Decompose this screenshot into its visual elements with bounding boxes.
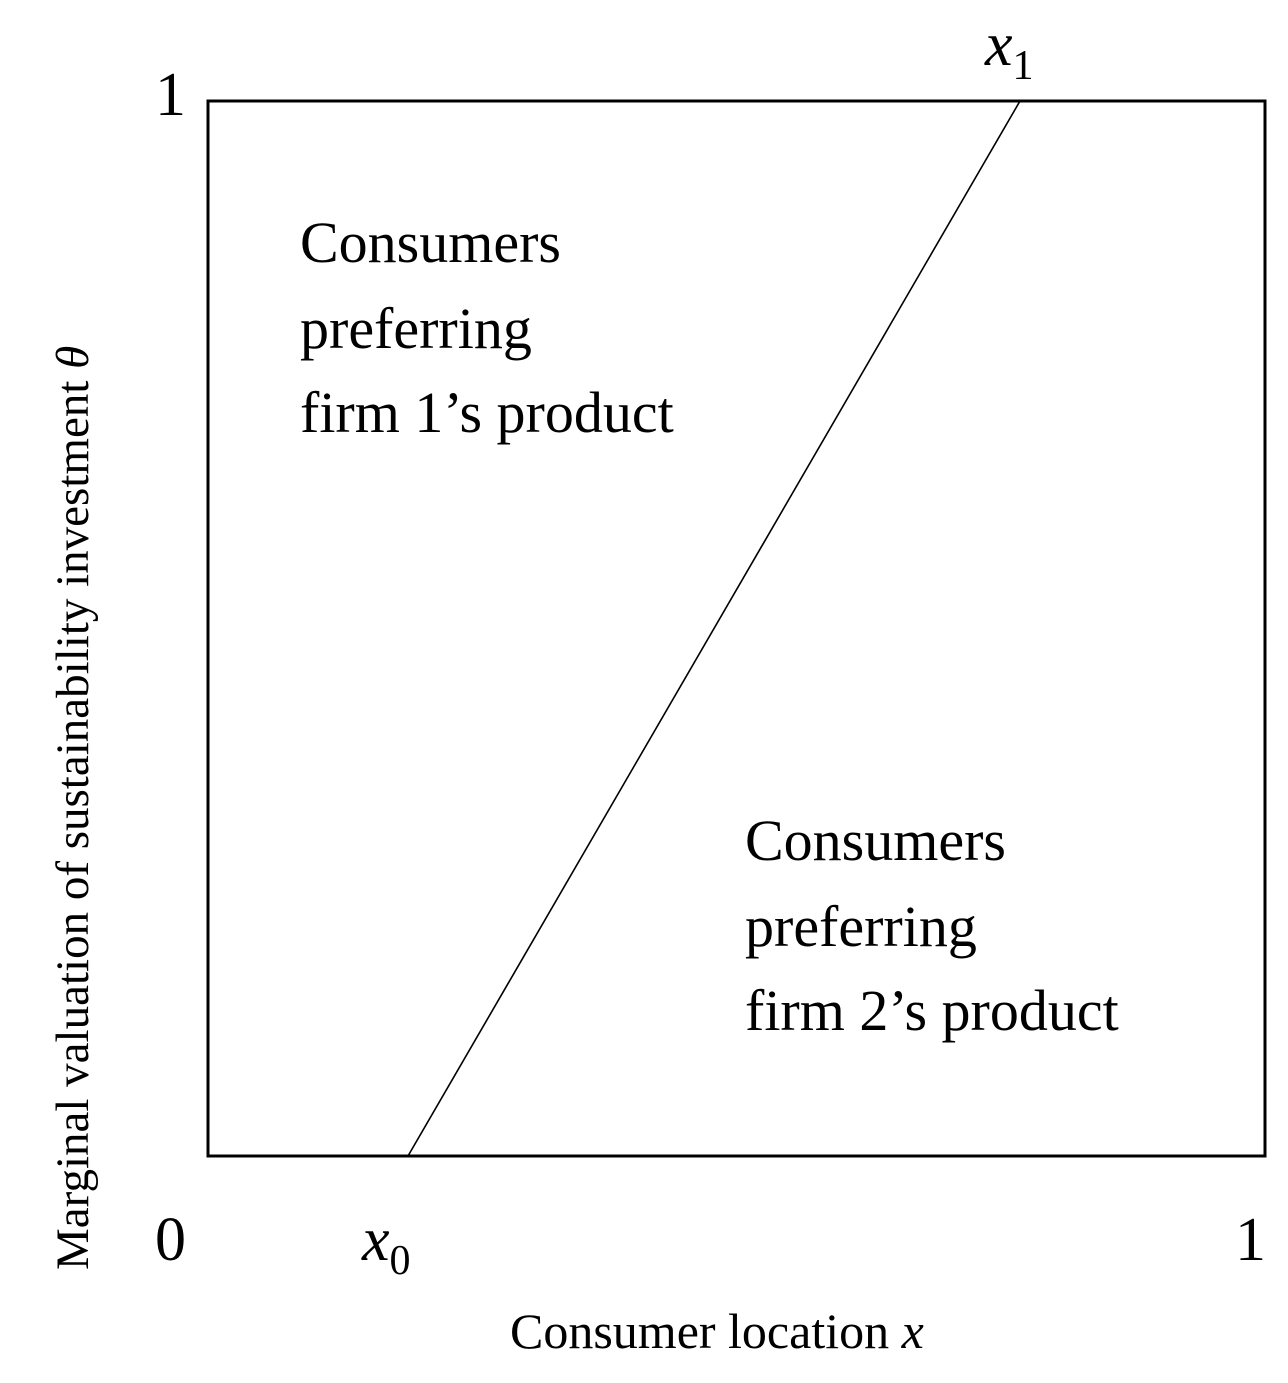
y-axis-label-text: Marginal valuation of sustainability inv… xyxy=(47,381,99,1270)
origin-tick-label: 0 xyxy=(155,1206,186,1274)
x-right-tick-label: 1 xyxy=(1235,1206,1266,1274)
y-top-tick-label: 1 xyxy=(155,61,186,129)
region-firm2-line-1: Consumers xyxy=(745,808,1006,873)
y-axis-symbol: θ xyxy=(47,346,99,369)
indifference-line xyxy=(407,100,1021,1157)
unit-square-frame xyxy=(206,99,1267,1158)
region-firm1-line-1: Consumers xyxy=(300,210,561,275)
region-firm1-label: Consumers preferring firm 1’s product xyxy=(300,210,674,445)
x-axis-symbol: x xyxy=(901,1303,924,1359)
x0-label: x0 xyxy=(361,1206,411,1284)
region-firm1-line-3: firm 1’s product xyxy=(300,380,674,445)
region-firm1-line-2: preferring xyxy=(300,296,532,361)
x1-label: x1 xyxy=(984,11,1034,89)
region-firm2-line-3: firm 2’s product xyxy=(745,978,1119,1043)
y-axis-label: Marginal valuation of sustainability inv… xyxy=(47,346,99,1270)
x-axis-label: Consumer location x xyxy=(510,1303,924,1359)
x1-label-base: x xyxy=(984,11,1013,79)
region-firm2-line-2: preferring xyxy=(745,894,977,959)
x1-label-subscript: 1 xyxy=(1013,43,1034,89)
region-firm2-label: Consumers preferring firm 2’s product xyxy=(745,808,1119,1043)
x0-label-subscript: 0 xyxy=(390,1238,411,1284)
x0-label-base: x xyxy=(361,1206,390,1274)
x-axis-label-text: Consumer location xyxy=(510,1303,889,1359)
